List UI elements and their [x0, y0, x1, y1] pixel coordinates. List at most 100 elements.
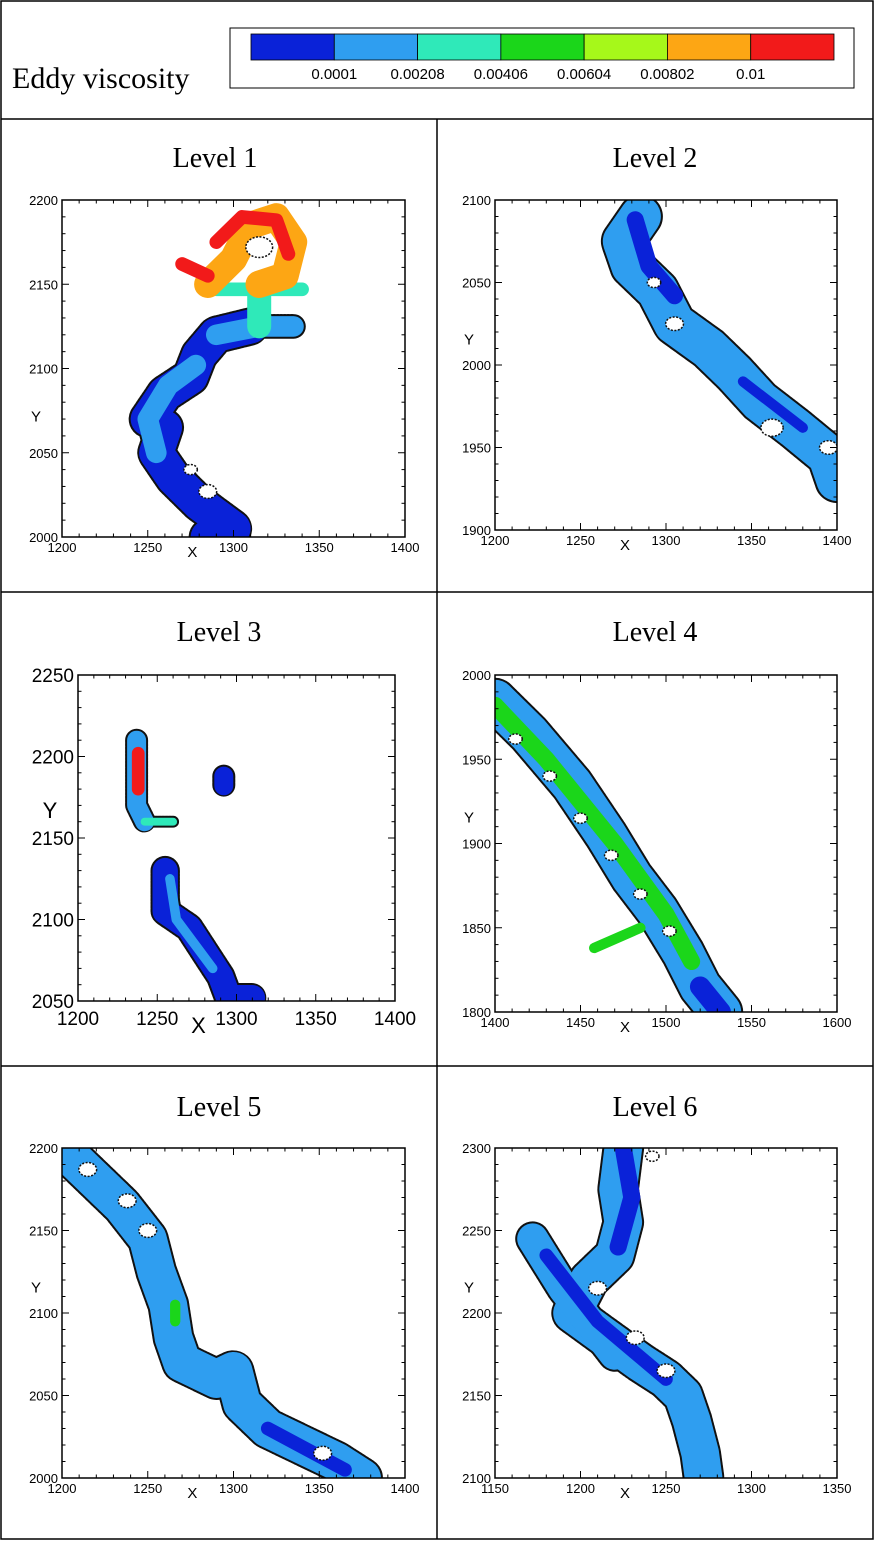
- dry-island: [644, 1150, 660, 1163]
- x-tick-label: 1200: [48, 540, 77, 555]
- y-tick-label: 1900: [462, 837, 491, 852]
- y-tick-label: 2200: [32, 748, 74, 769]
- colorbar-tick-label: 0.00208: [390, 66, 444, 83]
- x-tick-label: 1250: [566, 533, 595, 548]
- x-tick-label: 1300: [219, 1481, 248, 1496]
- y-tick-label: 2050: [29, 446, 58, 461]
- colorbar-swatch: [667, 33, 752, 61]
- x-tick-label: 1250: [133, 1481, 162, 1496]
- x-tick-label: 1300: [652, 533, 681, 548]
- panel-title: Level 5: [177, 1092, 262, 1123]
- colorbar-tick-label: 0.00406: [474, 66, 528, 83]
- y-tick-label: 1900: [462, 523, 491, 538]
- contour-field: [62, 200, 405, 537]
- contour-band: [689, 976, 731, 1012]
- y-tick-label: 2200: [462, 1306, 491, 1321]
- panel-level-4: Level 4 1400 1450 1500 1550 1600 1800 1850 1900 1…: [462, 617, 851, 1036]
- contour-band: [209, 210, 296, 261]
- x-axis-label: X: [620, 1019, 630, 1036]
- plot-background: [495, 1148, 837, 1478]
- dry-island: [542, 770, 558, 782]
- y-tick-label: 2000: [462, 358, 491, 373]
- contour-field: [495, 675, 837, 1012]
- x-axis-label: X: [187, 1485, 197, 1502]
- y-tick-label: 1950: [462, 441, 491, 456]
- dry-island: [573, 812, 588, 825]
- x-tick-label: 1200: [48, 1481, 77, 1496]
- dry-island: [646, 276, 662, 289]
- panel-title: Level 6: [613, 1092, 698, 1123]
- x-tick-label: 1150: [481, 1481, 509, 1496]
- x-tick-label: 1300: [215, 1009, 257, 1030]
- x-tick-label: 1250: [652, 1481, 681, 1496]
- x-tick-label: 1300: [219, 540, 248, 555]
- colorbar-swatch: [417, 33, 502, 61]
- y-axis-label: Y: [464, 810, 474, 827]
- dry-island: [117, 1193, 137, 1209]
- panel-level-5: Level 5 1200 1250 1300 1350 1400 2000 2050 2100 2…: [29, 1092, 419, 1502]
- panel-level-6: Level 6 1150 1200 1250 1300 1350 2100 2150 2200 2…: [462, 1092, 851, 1502]
- x-tick-label: 1400: [391, 540, 420, 555]
- panels: Level 1 1200 1250 1300 1350 1400 2000 2050 2100 2…: [29, 143, 851, 1502]
- x-tick-label: 1350: [823, 1481, 852, 1496]
- dry-island: [78, 1161, 98, 1178]
- y-tick-label: 1850: [462, 921, 491, 936]
- contour-field: [78, 675, 395, 1001]
- x-tick-label: 1200: [57, 1009, 99, 1030]
- contour-band: [609, 1148, 641, 1256]
- contour-band: [260, 1421, 352, 1477]
- contour-field: [62, 1148, 405, 1478]
- x-tick-label: 1400: [823, 533, 852, 548]
- colorbar-tick-label: 0.00802: [640, 66, 694, 83]
- y-axis-label: Y: [31, 1280, 41, 1297]
- contour-band: [137, 354, 207, 464]
- y-tick-label: 2100: [462, 193, 491, 208]
- colorbar-title: Eddy viscosity: [12, 62, 190, 95]
- panel-title: Level 4: [613, 617, 698, 648]
- y-tick-label: 2150: [32, 829, 74, 850]
- y-axis-label: Y: [43, 798, 58, 823]
- dry-island: [603, 849, 619, 862]
- dry-island: [587, 1280, 608, 1296]
- colorbar-swatch: [750, 33, 835, 61]
- y-tick-label: 2300: [462, 1141, 491, 1156]
- dry-island: [198, 483, 218, 500]
- x-tick-label: 1350: [295, 1009, 337, 1030]
- contour-band: [175, 257, 215, 283]
- dry-island: [138, 1222, 158, 1239]
- y-tick-label: 2050: [32, 992, 74, 1013]
- y-tick-label: 2250: [32, 666, 74, 687]
- dry-island: [664, 316, 685, 332]
- dry-island: [625, 1330, 645, 1346]
- y-tick-label: 2000: [462, 668, 491, 683]
- y-tick-label: 2200: [29, 193, 58, 208]
- x-tick-label: 1250: [133, 540, 162, 555]
- panel-title: Level 1: [173, 143, 258, 174]
- colorbar-swatch: [333, 33, 418, 61]
- y-tick-label: 2200: [29, 1141, 58, 1156]
- y-axis-label: Y: [464, 332, 474, 349]
- contour-field: [495, 200, 837, 530]
- dry-island: [661, 925, 677, 937]
- y-tick-label: 2150: [462, 1389, 491, 1404]
- y-tick-label: 2000: [29, 530, 58, 545]
- x-tick-label: 1250: [136, 1009, 178, 1030]
- x-tick-label: 1350: [305, 540, 334, 555]
- x-tick-label: 1200: [566, 1481, 595, 1496]
- y-tick-label: 2150: [29, 277, 58, 292]
- dry-island: [818, 439, 837, 456]
- y-tick-label: 1800: [462, 1005, 491, 1020]
- panel-title: Level 2: [613, 143, 698, 174]
- panel-title: Level 3: [177, 617, 262, 648]
- x-axis-label: X: [187, 544, 197, 561]
- dry-island: [508, 733, 523, 745]
- x-tick-label: 1350: [305, 1481, 334, 1496]
- x-tick-label: 1400: [374, 1009, 416, 1030]
- colorbar-swatch: [500, 33, 585, 61]
- x-tick-label: 1350: [737, 533, 766, 548]
- x-tick-label: 1600: [823, 1015, 852, 1030]
- contour-band: [737, 376, 808, 433]
- y-tick-label: 2050: [462, 276, 491, 291]
- colorbar-swatch: [250, 33, 335, 61]
